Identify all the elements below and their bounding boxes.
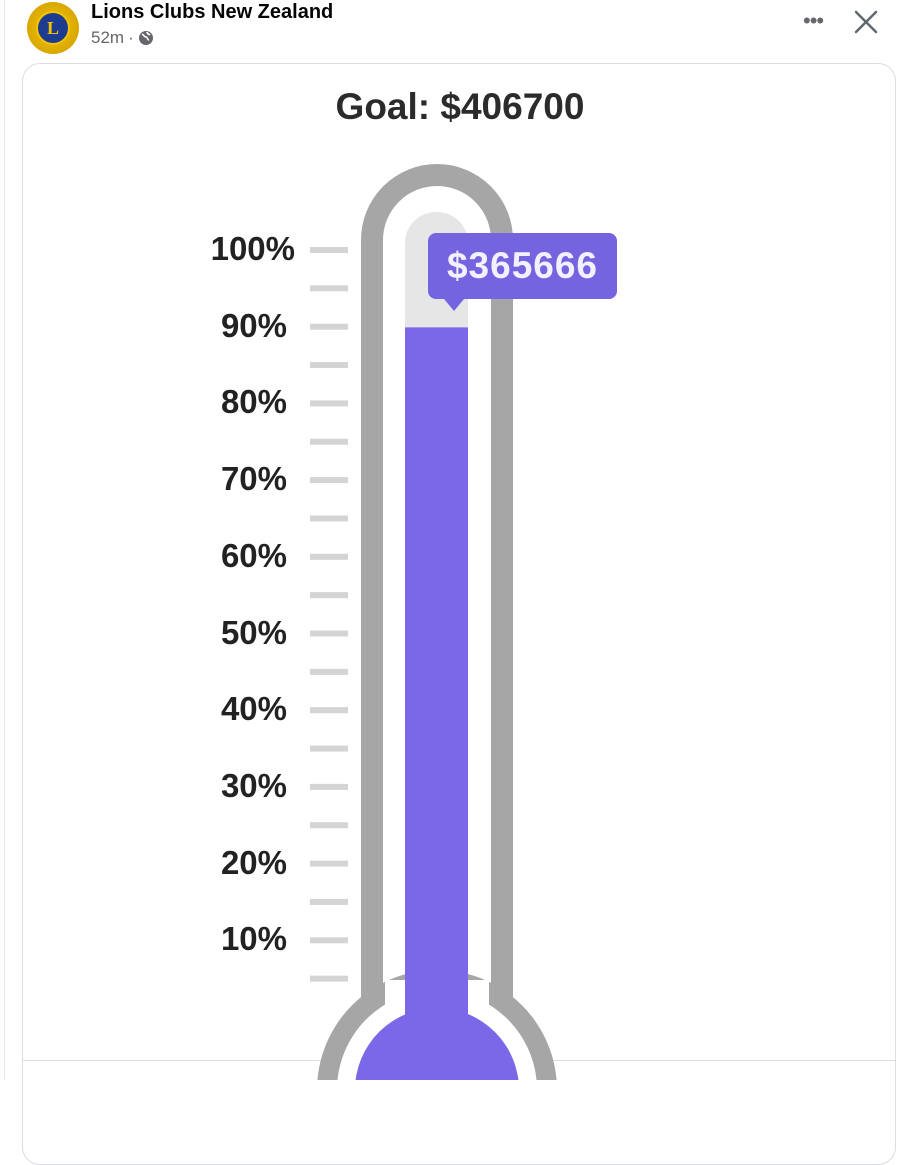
tick-mark	[310, 783, 348, 790]
tick-mark	[310, 477, 348, 484]
goal-title: Goal: $406700	[335, 86, 585, 127]
tick-mark	[310, 898, 348, 905]
tick-mark	[310, 630, 348, 637]
tick-label: 80%	[220, 383, 287, 421]
avatar[interactable]: L	[27, 2, 79, 54]
meta-separator: ·	[128, 28, 134, 47]
tick-label: 70%	[220, 460, 287, 498]
tick-label: 30%	[220, 766, 287, 804]
tick-mark	[310, 975, 348, 982]
tick-mark	[310, 438, 348, 445]
thermometer-chart	[310, 164, 557, 1080]
tick-mark	[310, 668, 348, 675]
tick-label: 40%	[220, 690, 287, 728]
thermometer-bulb-fill	[355, 1008, 519, 1080]
thermometer-tube	[361, 164, 513, 1000]
tick-mark	[310, 745, 348, 752]
globe-icon	[138, 31, 153, 45]
author-name[interactable]: Lions Clubs New Zealand	[91, 1, 334, 23]
tick-mark	[310, 937, 348, 944]
feed-border	[4, 0, 5, 1080]
tick-label: 100%	[210, 230, 295, 267]
lions-logo: L	[36, 11, 70, 45]
tick-label: 10%	[220, 920, 287, 958]
tick-mark	[310, 285, 348, 292]
more-options-button[interactable]: •••	[803, 8, 824, 33]
tick-mark	[310, 860, 348, 867]
tick-mark	[310, 515, 348, 522]
tick-mark	[310, 553, 348, 560]
tick-labels: 100% 90% 80% 70% 60% 50% 40% 30% 20% 10%	[210, 230, 295, 958]
tick-label: 60%	[220, 536, 287, 574]
tick-label: 90%	[220, 306, 287, 344]
tick-mark	[310, 707, 348, 714]
tick-mark	[310, 323, 348, 330]
tick-mark	[310, 247, 348, 253]
thermometer-fill	[405, 327, 468, 1062]
tick-mark	[310, 362, 348, 369]
tick-label: 20%	[220, 843, 287, 881]
post-meta: 52m ·	[91, 28, 154, 48]
tick-label: 50%	[220, 613, 287, 651]
tick-mark	[310, 400, 348, 407]
raised-amount-tooltip: $365666	[428, 233, 617, 311]
tick-mark	[310, 592, 348, 599]
close-icon[interactable]	[850, 6, 882, 38]
tick-mark	[310, 822, 348, 829]
post-time[interactable]: 52m	[91, 28, 125, 47]
